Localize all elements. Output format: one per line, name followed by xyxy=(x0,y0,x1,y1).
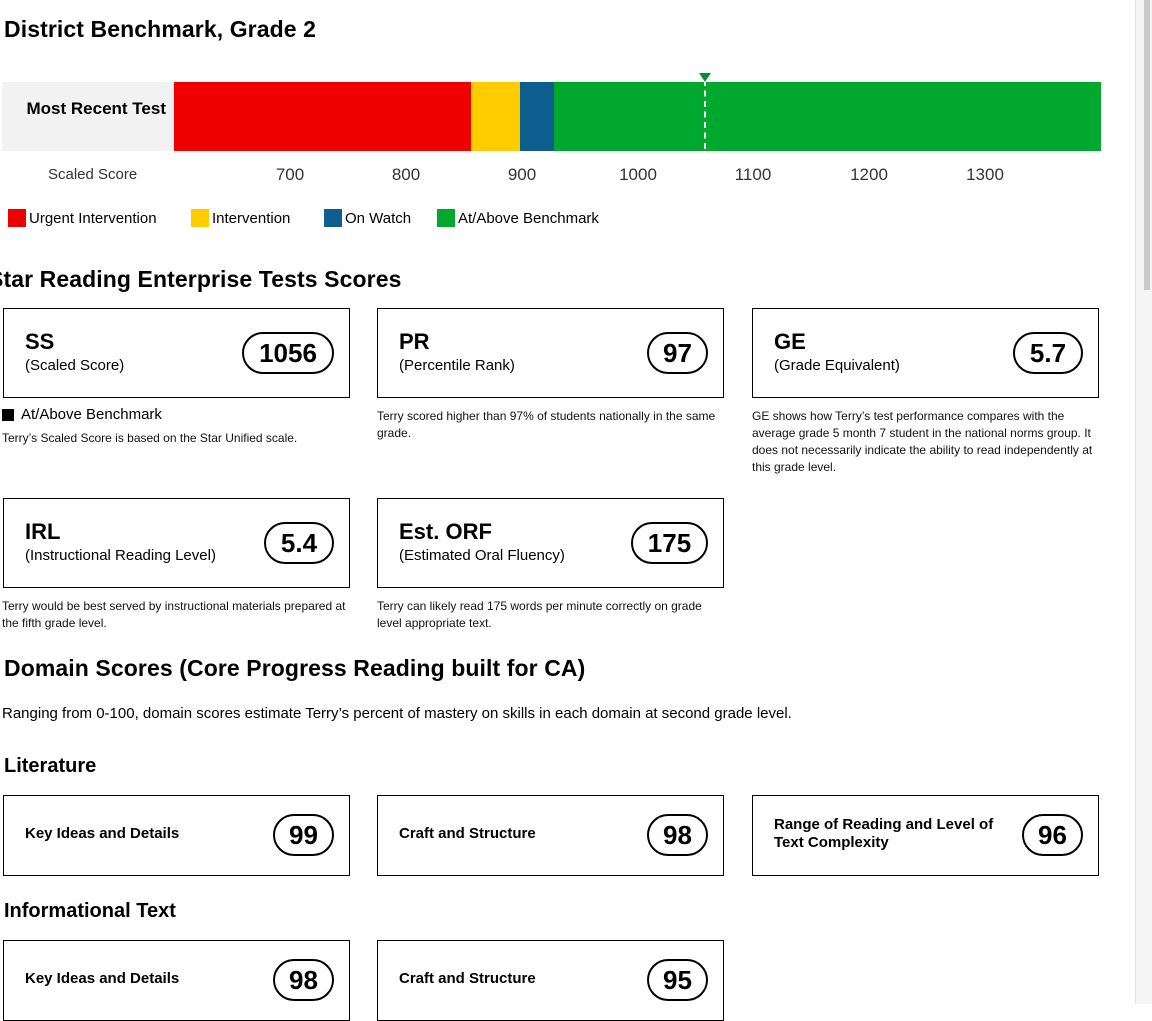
tick-label: 1000 xyxy=(619,165,657,184)
tick-label: 700 xyxy=(275,165,305,184)
score-marker-triangle-icon xyxy=(699,73,712,82)
domain-section-title: Domain Scores (Core Progress Reading bui… xyxy=(4,655,586,681)
legend-swatch xyxy=(191,209,209,227)
score-value: 5.7 xyxy=(1013,332,1083,374)
legend-swatch xyxy=(8,209,26,227)
status-label: At/Above Benchmark xyxy=(21,406,162,423)
domain-label: Key Ideas and Details xyxy=(25,825,180,842)
bar-segment-urgent-intervention xyxy=(174,82,471,151)
score-marker-line xyxy=(704,80,707,149)
score-full-name: (Instructional Reading Level) xyxy=(25,547,216,564)
legend-item-urgent: Urgent Intervention xyxy=(8,207,157,229)
domain-card-info-craft: Craft and Structure 95 xyxy=(377,940,724,1021)
score-abbr: Est. ORF xyxy=(399,519,492,544)
ge-description: GE shows how Terry’s test performance co… xyxy=(752,409,1093,474)
domain-label: Craft and Structure xyxy=(399,825,536,842)
legend-swatch xyxy=(324,209,342,227)
score-abbr: PR xyxy=(399,329,430,354)
domain-card-info-key-ideas: Key Ideas and Details 98 xyxy=(3,940,350,1021)
score-card-irl: IRL (Instructional Reading Level) 5.4 xyxy=(3,498,350,588)
legend-label: At/Above Benchmark xyxy=(458,209,599,227)
domain-label: Key Ideas and Details xyxy=(25,970,180,987)
score-value: 97 xyxy=(647,332,708,374)
tick-label: 900 xyxy=(507,165,537,184)
score-value: 5.4 xyxy=(264,522,334,564)
bar-segment-intervention xyxy=(470,82,520,151)
scrollbar-thumb[interactable] xyxy=(1144,0,1150,290)
star-section-title: Star Reading Enterprise Tests Scores xyxy=(0,266,402,292)
domain-score: 98 xyxy=(647,814,708,856)
bar-segment-on-watch xyxy=(519,82,554,151)
axis-title: Scaled Score xyxy=(48,166,138,183)
score-value: 1056 xyxy=(242,332,334,374)
domain-card-lit-key-ideas: Key Ideas and Details 99 xyxy=(3,795,350,876)
tick-label: 1300 xyxy=(966,165,1004,184)
domain-label: Range of Reading and Level of Text Compl… xyxy=(774,816,994,851)
legend-item-intervention: Intervention xyxy=(191,207,290,229)
score-value: 175 xyxy=(631,522,708,564)
domain-score: 99 xyxy=(273,814,334,856)
irl-description: Terry would be best served by instructio… xyxy=(2,599,346,630)
domain-label: Craft and Structure xyxy=(399,970,536,987)
benchmark-status: At/Above Benchmark xyxy=(2,406,162,423)
legend-item-benchmark: At/Above Benchmark xyxy=(437,207,599,229)
tick-label: 800 xyxy=(391,165,421,184)
score-full-name: (Estimated Oral Fluency) xyxy=(399,547,565,564)
score-card-ss: SS (Scaled Score) 1056 xyxy=(3,308,350,398)
tick-label: 1200 xyxy=(850,165,888,184)
domain-score: 98 xyxy=(273,959,334,1001)
legend-swatch xyxy=(437,209,455,227)
legend-label: On Watch xyxy=(345,209,412,227)
score-abbr: GE xyxy=(774,329,806,354)
score-abbr: SS xyxy=(25,329,55,354)
literature-title: Literature xyxy=(4,755,97,777)
pr-description: Terry scored higher than 97% of students… xyxy=(377,409,716,440)
domain-score: 95 xyxy=(647,959,708,1001)
legend-item-on-watch: On Watch xyxy=(324,207,411,229)
status-square-icon xyxy=(2,408,14,421)
ss-description: Terry’s Scaled Score is based on the Sta… xyxy=(2,431,298,445)
legend-label: Urgent Intervention xyxy=(29,209,157,227)
orf-description: Terry can likely read 175 words per minu… xyxy=(377,599,702,630)
tick-label: 1100 xyxy=(734,165,772,184)
score-abbr: IRL xyxy=(25,519,61,544)
bar-segment-at-above-benchmark xyxy=(553,82,1101,151)
score-full-name: (Percentile Rank) xyxy=(399,357,515,374)
legend-label: Intervention xyxy=(212,209,291,227)
bar-row-label: Most Recent Test xyxy=(26,99,167,118)
domain-intro: Ranging from 0-100, domain scores estima… xyxy=(2,705,792,722)
domain-card-lit-range: Range of Reading and Level of Text Compl… xyxy=(752,795,1099,876)
informational-title: Informational Text xyxy=(4,900,176,922)
score-card-pr: PR (Percentile Rank) 97 xyxy=(377,308,724,398)
score-card-ge: GE (Grade Equivalent) 5.7 xyxy=(752,308,1099,398)
domain-score: 96 xyxy=(1022,814,1083,856)
benchmark-title: District Benchmark, Grade 2 xyxy=(4,16,317,42)
score-card-orf: Est. ORF (Estimated Oral Fluency) 175 xyxy=(377,498,724,588)
domain-card-lit-craft: Craft and Structure 98 xyxy=(377,795,724,876)
bar-label-background xyxy=(2,82,174,151)
score-full-name: (Grade Equivalent) xyxy=(774,357,900,374)
score-full-name: (Scaled Score) xyxy=(25,357,125,374)
